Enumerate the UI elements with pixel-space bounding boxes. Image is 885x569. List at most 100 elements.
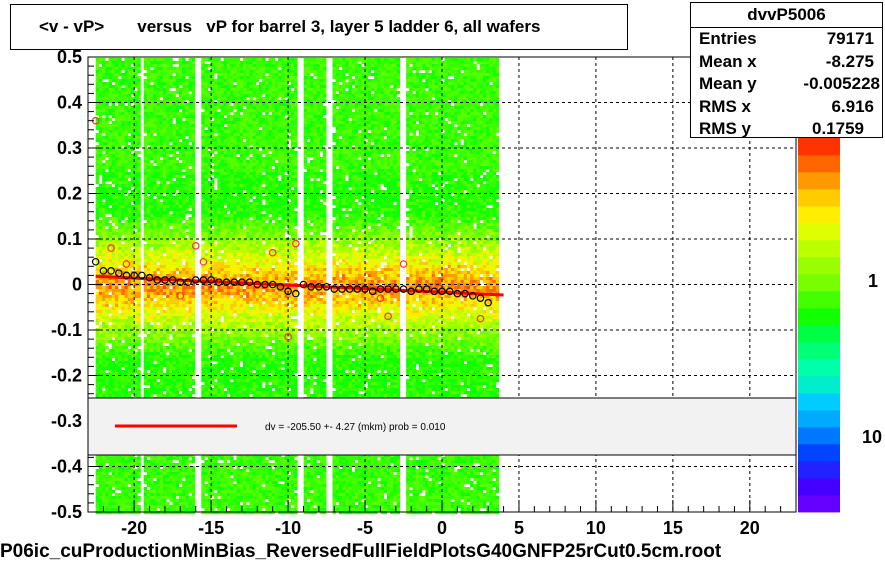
heatmap-cell — [166, 265, 170, 269]
heatmap-cell — [188, 298, 192, 302]
heatmap-cell — [178, 475, 183, 479]
heatmap-cell — [121, 496, 125, 500]
heatmap-cell — [118, 79, 122, 83]
heatmap-cell — [153, 187, 157, 191]
heatmap-cell — [153, 70, 157, 74]
heatmap-cell — [108, 73, 112, 77]
heatmap-cell — [175, 250, 180, 254]
heatmap-cell — [114, 394, 119, 398]
heatmap-cell — [159, 151, 164, 155]
heatmap-cell — [114, 172, 119, 176]
heatmap-cell — [108, 316, 112, 320]
heatmap-cell — [185, 469, 189, 473]
heatmap-cell — [124, 385, 128, 389]
heatmap-cell — [127, 325, 132, 329]
heatmap-cell — [124, 481, 128, 485]
heatmap-cell — [214, 109, 218, 113]
heatmap-cell — [214, 190, 218, 194]
heatmap-cell — [130, 145, 135, 149]
heatmap-cell — [156, 208, 160, 212]
heatmap-cell — [124, 346, 128, 350]
heatmap-cell — [214, 334, 218, 338]
heatmap-cell — [137, 508, 141, 512]
heatmap-cell — [210, 64, 215, 68]
heatmap-cell — [191, 274, 196, 278]
heatmap-cell — [124, 334, 128, 338]
heatmap-cell — [124, 106, 128, 110]
heatmap-cell — [166, 94, 170, 98]
heatmap-cell — [204, 463, 208, 467]
heatmap-cell — [124, 190, 128, 194]
heatmap-cell — [201, 478, 205, 482]
heatmap-cell — [166, 484, 170, 488]
heatmap-cell — [143, 94, 148, 98]
heatmap-cell — [188, 133, 192, 137]
heatmap-cell — [175, 307, 180, 311]
heatmap-cell — [111, 346, 116, 350]
heatmap-cell — [153, 484, 157, 488]
heatmap-cell — [108, 484, 112, 488]
heatmap-cell — [178, 289, 183, 293]
heatmap-cell — [130, 88, 135, 92]
heatmap-cell — [124, 112, 128, 116]
heatmap-cell — [121, 499, 125, 503]
heatmap-cell — [201, 154, 205, 158]
heatmap-cell — [118, 496, 122, 500]
heatmap-cell — [169, 70, 173, 74]
heatmap-cell — [114, 220, 119, 224]
heatmap-cell — [108, 265, 112, 269]
heatmap-cell — [118, 385, 122, 389]
heatmap-cell — [114, 130, 119, 134]
heatmap-cell — [114, 223, 119, 227]
heatmap-cell — [124, 142, 128, 146]
heatmap-cell — [146, 187, 151, 191]
heatmap-cell — [178, 331, 183, 335]
heatmap-cell — [127, 97, 132, 101]
heatmap-cell — [105, 64, 109, 68]
heatmap-cell — [169, 115, 173, 119]
heatmap-cell — [210, 70, 215, 74]
heatmap-cell — [156, 82, 160, 86]
heatmap-cell — [127, 367, 132, 371]
heatmap-cell — [118, 154, 122, 158]
heatmap-cell — [166, 256, 170, 260]
heatmap-cell — [105, 352, 109, 356]
heatmap-cell — [210, 475, 215, 479]
heatmap-cell — [153, 475, 157, 479]
heatmap-cell — [169, 274, 173, 278]
heatmap-cell — [111, 76, 116, 80]
heatmap-cell — [98, 511, 103, 515]
heatmap-cell — [111, 499, 116, 503]
heatmap-cell — [137, 244, 141, 248]
heatmap-cell — [159, 280, 164, 284]
heatmap-cell — [95, 379, 100, 383]
heatmap-cell — [166, 316, 170, 320]
heatmap-cell — [102, 178, 106, 182]
heatmap-cell — [105, 202, 109, 206]
heatmap-cell — [127, 157, 132, 161]
heatmap-cell — [146, 163, 151, 167]
heatmap-cell — [102, 67, 106, 71]
heatmap-cell — [111, 115, 116, 119]
heatmap-cell — [124, 349, 128, 353]
heatmap-cell — [127, 307, 132, 311]
heatmap-cell — [210, 259, 215, 263]
heatmap-cell — [214, 304, 218, 308]
heatmap-cell — [118, 97, 122, 101]
heatmap-cell — [207, 151, 212, 155]
heatmap-cell — [182, 199, 186, 203]
heatmap-cell — [169, 499, 173, 503]
heatmap-cell — [175, 133, 180, 137]
heatmap-cell — [150, 202, 154, 206]
heatmap-cell — [146, 394, 151, 398]
heatmap-cell — [98, 286, 103, 290]
heatmap-cell — [130, 349, 135, 353]
heatmap-cell — [201, 265, 205, 269]
heatmap-cell — [188, 268, 192, 272]
heatmap-cell — [185, 70, 189, 74]
heatmap-cell — [127, 478, 132, 482]
heatmap-cell — [146, 490, 151, 494]
heatmap-cell — [162, 232, 167, 236]
heatmap-cell — [166, 382, 170, 386]
heatmap-cell — [102, 238, 106, 242]
